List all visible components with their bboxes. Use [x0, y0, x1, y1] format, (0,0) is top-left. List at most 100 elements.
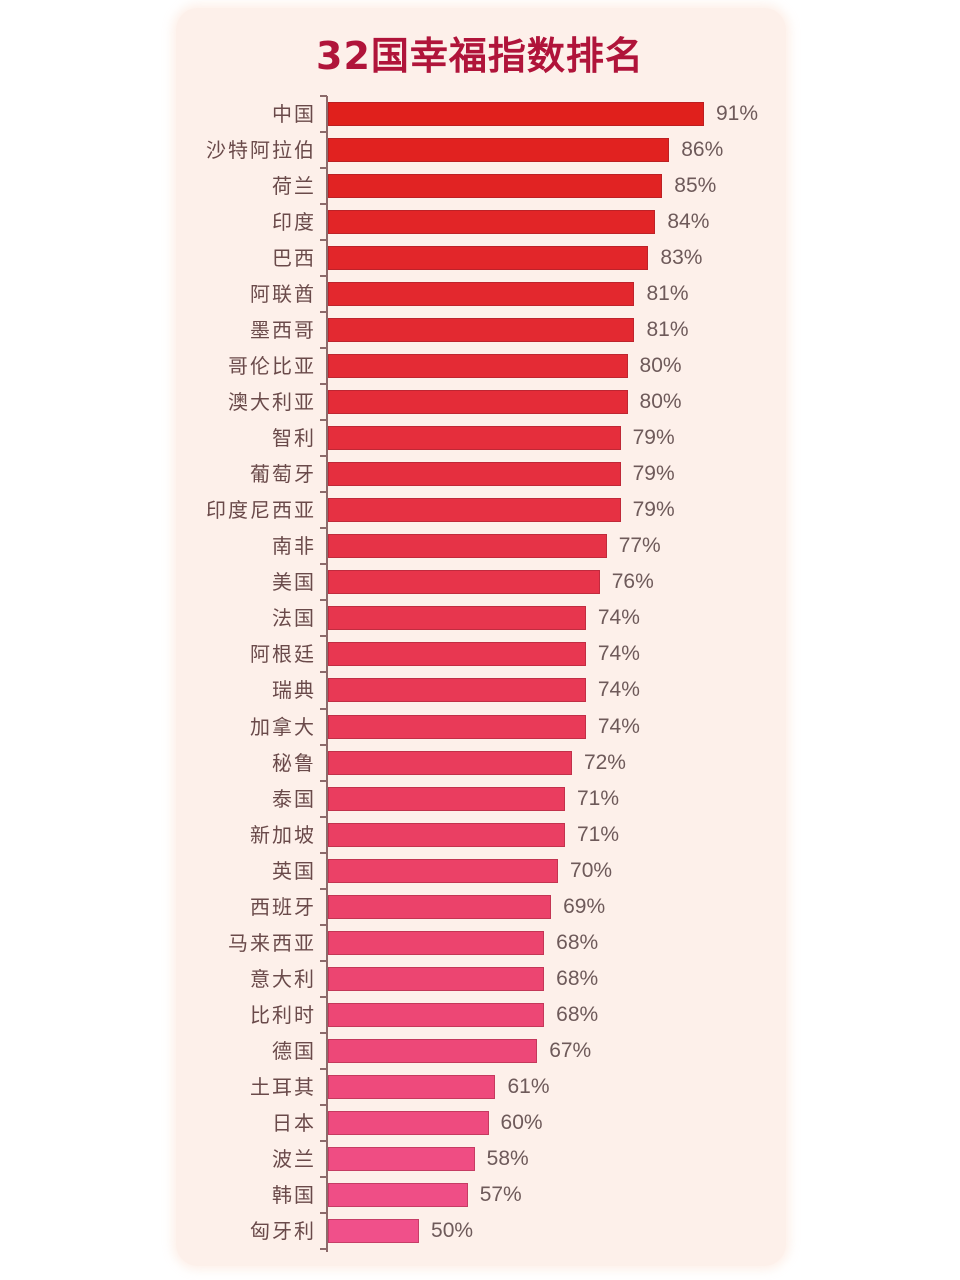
bar [328, 786, 565, 811]
bar [328, 138, 670, 163]
bar [328, 462, 621, 487]
bar [328, 102, 704, 126]
bar-row: 波兰 58% [0, 1139, 960, 1177]
bar [328, 714, 586, 739]
value-label: 77% [618, 534, 661, 558]
category-label: 沙特阿拉伯 [206, 138, 316, 163]
value-label: 50% [431, 1218, 474, 1242]
value-label: 91% [715, 102, 759, 125]
value-label: 79% [632, 498, 675, 522]
bar-row: 英国 70% [0, 851, 960, 889]
axis-tick [320, 491, 327, 494]
axis-tick [320, 743, 327, 746]
category-label: 英国 [272, 858, 316, 883]
bar [328, 966, 545, 991]
bar-row: 巴西 83% [0, 239, 960, 276]
bar-row: 瑞典 74% [0, 671, 960, 708]
category-label: 南非 [272, 534, 316, 559]
category-label: 阿联酋 [250, 282, 316, 307]
axis-tick [320, 959, 327, 962]
category-label: 印度尼西亚 [206, 498, 316, 523]
axis-tick [320, 203, 327, 206]
value-label: 71% [576, 786, 620, 810]
bar [328, 318, 635, 343]
axis-tick [320, 779, 327, 782]
value-label: 61% [507, 1074, 550, 1098]
value-label: 68% [556, 1002, 599, 1026]
bar-row: 印度尼西亚 79% [0, 491, 960, 528]
bar [328, 678, 586, 703]
bar [328, 1074, 496, 1099]
axis-tick [320, 815, 327, 818]
bar [328, 750, 572, 775]
category-label: 葡萄牙 [250, 462, 316, 487]
category-label: 荷兰 [272, 174, 316, 199]
axis-tick [320, 1175, 327, 1178]
bar [328, 1182, 468, 1207]
value-label: 72% [583, 750, 626, 774]
bar-row: 南非 77% [0, 527, 960, 564]
axis-tick [320, 347, 327, 350]
bar [328, 426, 621, 451]
value-label: 80% [639, 390, 682, 414]
bar [328, 570, 600, 595]
bar [328, 642, 586, 667]
category-label: 日本 [272, 1110, 316, 1135]
bar-row: 马来西亚 68% [0, 923, 960, 961]
category-label: 巴西 [272, 246, 316, 271]
bar-row: 日本 60% [0, 1103, 960, 1141]
value-label: 69% [563, 894, 606, 918]
value-label: 67% [549, 1038, 592, 1062]
axis-tick [320, 1031, 327, 1034]
bar-row: 意大利 68% [0, 959, 960, 997]
bar [328, 1038, 538, 1063]
bar [328, 894, 552, 919]
value-label: 79% [632, 462, 675, 486]
axis-tick [320, 707, 327, 710]
category-label: 西班牙 [250, 894, 316, 919]
value-label: 76% [611, 570, 654, 594]
value-label: 80% [639, 354, 682, 378]
axis-tick [320, 1139, 327, 1142]
value-label: 71% [576, 822, 620, 846]
bar [328, 390, 628, 415]
category-label: 阿根廷 [250, 642, 316, 667]
axis-tick [320, 455, 327, 458]
bar-row: 沙特阿拉伯 86% [0, 131, 960, 168]
category-label: 加拿大 [250, 714, 316, 739]
value-label: 57% [479, 1182, 522, 1206]
value-label: 74% [597, 606, 640, 630]
axis-tick [320, 563, 327, 566]
axis-tick [320, 887, 327, 890]
category-label: 新加坡 [250, 822, 316, 847]
bar-row: 韩国 57% [0, 1175, 960, 1213]
value-label: 84% [667, 210, 710, 234]
category-label: 印度 [272, 210, 316, 235]
axis-tick [320, 275, 327, 278]
bar-row: 美国 76% [0, 563, 960, 600]
axis-tick [320, 1067, 327, 1070]
value-label: 58% [486, 1146, 529, 1170]
bar-row: 法国 74% [0, 599, 960, 636]
value-label: 60% [500, 1110, 543, 1134]
category-label: 法国 [272, 606, 316, 631]
category-label: 澳大利亚 [228, 390, 316, 415]
bar [328, 210, 656, 235]
value-label: 68% [556, 930, 599, 954]
bar-row: 哥伦比亚 80% [0, 347, 960, 384]
bar [328, 930, 545, 955]
category-label: 韩国 [272, 1182, 316, 1207]
value-label: 74% [597, 678, 640, 702]
axis-tick [320, 851, 327, 854]
axis-tick [320, 995, 327, 998]
value-label: 81% [646, 282, 689, 306]
bar [328, 1002, 545, 1027]
category-label: 墨西哥 [250, 318, 316, 343]
bar [328, 822, 565, 847]
bar [328, 1110, 489, 1135]
value-label: 81% [646, 318, 689, 342]
bar-row: 阿联酋 81% [0, 275, 960, 312]
bar-row: 阿根廷 74% [0, 635, 960, 672]
axis-tick [320, 167, 327, 170]
bar-row: 德国 67% [0, 1031, 960, 1069]
